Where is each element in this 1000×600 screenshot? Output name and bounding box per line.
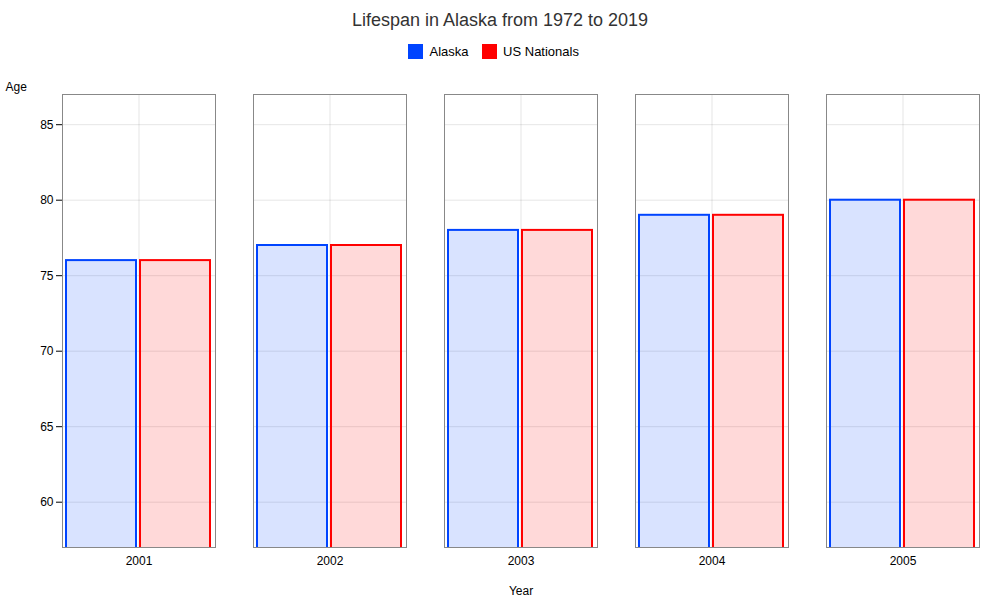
svg-text:2001: 2001	[126, 554, 153, 568]
svg-text:70: 70	[40, 344, 54, 358]
svg-text:2004: 2004	[699, 554, 726, 568]
svg-text:75: 75	[40, 268, 54, 282]
svg-text:Age: Age	[6, 80, 28, 94]
html-text:Lifespan in Alaska from 1972 t: Lifespan in Alaska from 1972 to 2019	[351, 10, 649, 30]
svg-text:2005: 2005	[890, 554, 917, 568]
svg-text:2002: 2002	[317, 554, 344, 568]
svg-text:85: 85	[40, 117, 54, 131]
svg-text:65: 65	[40, 419, 54, 433]
html-text:Alaska: Alaska	[429, 44, 469, 59]
html-text:US Nationals: US Nationals	[503, 44, 579, 59]
svg-text:2003: 2003	[508, 554, 535, 568]
svg-text:80: 80	[40, 193, 54, 207]
svg-text:Year: Year	[509, 583, 533, 597]
svg-text:60: 60	[40, 495, 54, 509]
